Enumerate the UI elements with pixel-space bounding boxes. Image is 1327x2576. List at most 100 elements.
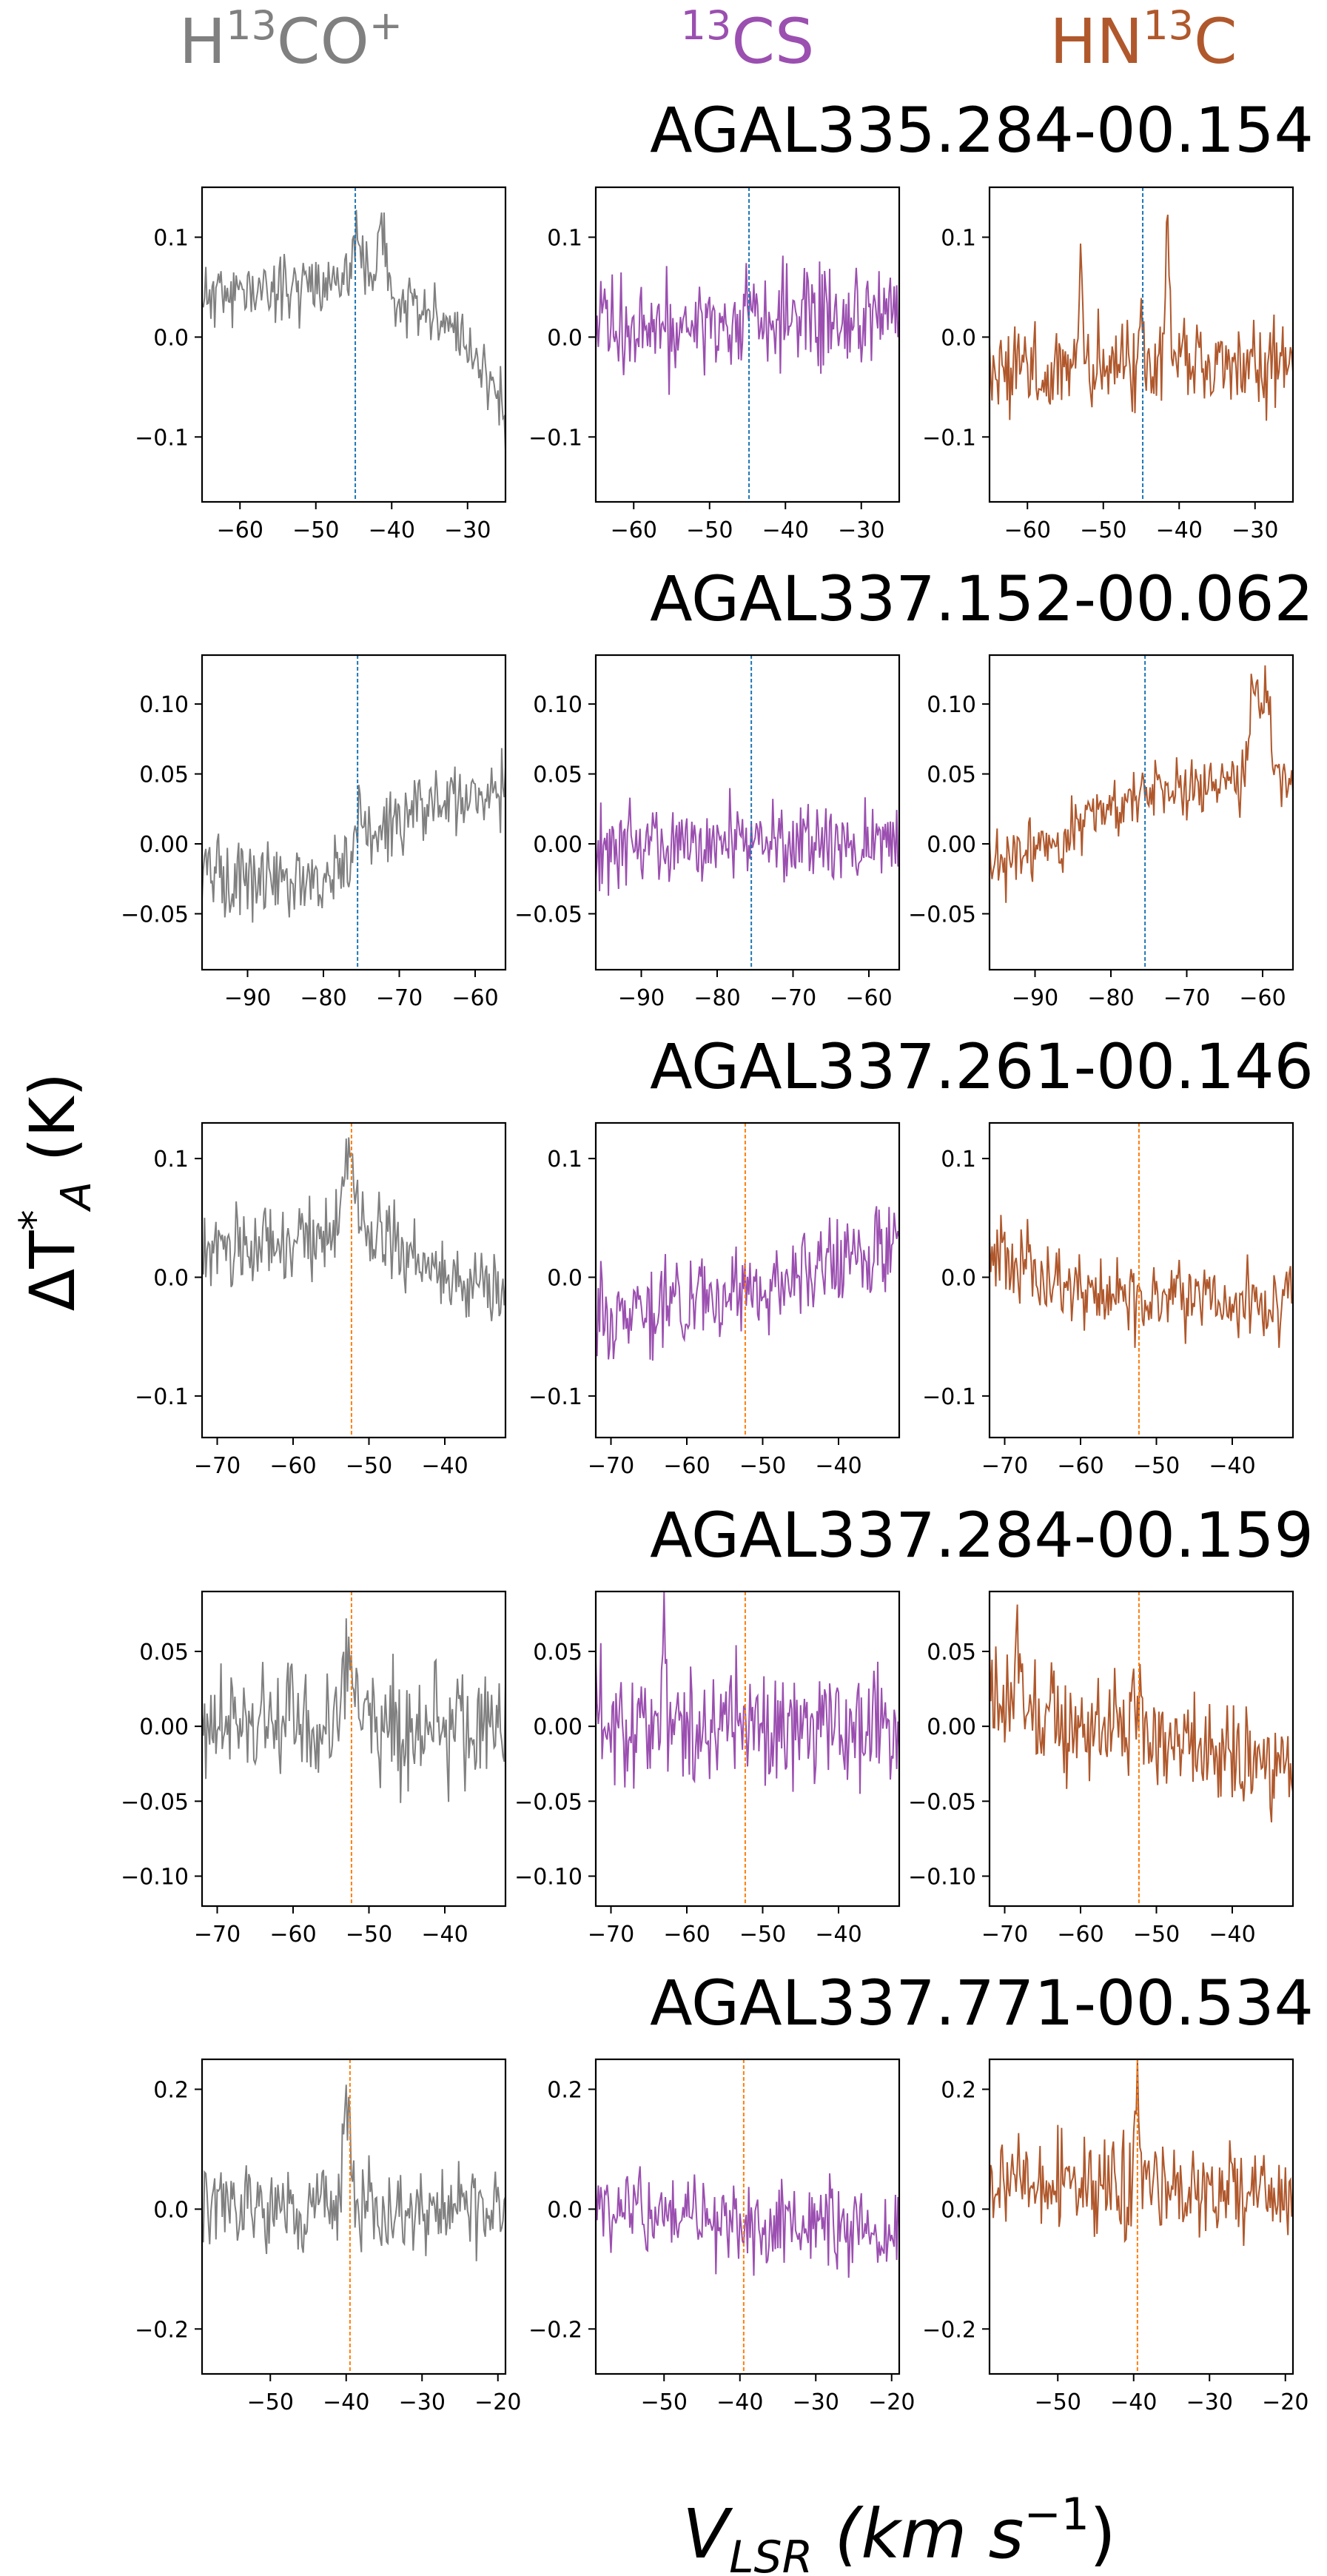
spectrum-line [201, 748, 506, 923]
panel-frame [594, 186, 901, 503]
panel-frame [594, 1590, 901, 1908]
x-tick-label: −70 [1163, 985, 1210, 1011]
x-tick-label: −50 [292, 517, 339, 543]
y-tick-label: 0.05 [927, 762, 976, 788]
spectrum-line [989, 214, 1294, 421]
x-tick-label: −60 [1057, 1922, 1103, 1948]
panel-frame [201, 1121, 507, 1439]
x-tick-label: −50 [346, 1453, 392, 1479]
x-tick-label: −30 [444, 517, 491, 543]
x-tick-label: −90 [224, 985, 271, 1011]
x-tick-label: −30 [793, 2389, 839, 2415]
x-tick-label: −80 [300, 985, 346, 1011]
panel-frame [201, 654, 507, 971]
y-tick-label: −0.1 [528, 425, 582, 451]
x-tick-label: −60 [845, 985, 892, 1011]
y-tick-label: 0.00 [533, 1714, 582, 1740]
x-tick-label: −60 [269, 1922, 316, 1948]
y-tick-label: 0.2 [547, 2077, 582, 2103]
y-tick-label: 0.1 [153, 225, 189, 251]
x-tick-label: −40 [1110, 2389, 1157, 2415]
y-tick-label: 0.1 [941, 225, 976, 251]
panel-frame [988, 2058, 1294, 2375]
x-tick-label: −70 [770, 985, 816, 1011]
x-tick-label: −60 [1004, 517, 1051, 543]
x-tick-label: −60 [217, 517, 263, 543]
x-tick-label: −40 [369, 517, 415, 543]
source-row: AGAL337.261-00.146 −70 −60 −50 −40 0.1 0.0 −0.1… [135, 1030, 1314, 1479]
x-tick-label: −50 [739, 1453, 786, 1479]
x-tick-label: −40 [762, 517, 809, 543]
panel-frame [988, 1590, 1294, 1908]
column-header-h13co: H13CO+ [179, 2, 403, 78]
y-tick-label: 0.0 [941, 325, 976, 351]
y-tick-label: −0.2 [922, 2317, 976, 2343]
y-tick-label: −0.05 [908, 902, 976, 928]
y-tick-label: 0.0 [941, 2197, 976, 2223]
panel-frame [594, 654, 901, 971]
source-row: AGAL337.284-00.159 −70 −60 −50 −40 0.05 0.00 −0… [121, 1499, 1314, 1948]
y-tick-label: −0.1 [922, 1384, 976, 1410]
spectrum-line [201, 2084, 506, 2261]
source-row: AGAL337.771-00.534 −50 −40 −30 −20 0.2 0.0 −0.2… [135, 1967, 1314, 2415]
source-title: AGAL337.152-00.062 [650, 563, 1314, 635]
y-axis-label: ΔT*A (K) [11, 1073, 101, 1311]
spectrum-panel: −60 −50 −40 −30 0.1 0.0 −0.1 [922, 186, 1294, 543]
spectrum-line [595, 1206, 900, 1361]
x-tick-label: −60 [663, 1922, 710, 1948]
source-row: AGAL337.152-00.062 −90 −80 −70 −60 0.10 0.05 0.… [121, 563, 1314, 1011]
x-tick-label: −70 [588, 1922, 634, 1948]
x-tick-label: −50 [346, 1922, 392, 1948]
source-row: AGAL335.284-00.154 −60 −50 −40 −30 0.1 0.0 −0.1… [135, 94, 1314, 543]
x-tick-label: −70 [588, 1453, 634, 1479]
x-tick-label: −40 [716, 2389, 763, 2415]
x-tick-label: −60 [611, 517, 657, 543]
spectrum-line [201, 1618, 506, 1803]
source-title: AGAL337.284-00.159 [650, 1499, 1314, 1572]
spectrum-line [201, 1137, 506, 1321]
x-tick-label: −50 [739, 1922, 786, 1948]
spectra-grid: AGAL335.284-00.154 −60 −50 −40 −30 0.1 0.0 −0.1… [121, 94, 1314, 2415]
spectrum-panel: −70 −60 −50 −40 0.1 0.0 −0.1 [922, 1121, 1294, 1479]
y-tick-label: 0.00 [139, 1714, 189, 1740]
y-tick-label: −0.1 [528, 1384, 582, 1410]
x-tick-label: −90 [1012, 985, 1058, 1011]
x-tick-label: −60 [1239, 985, 1286, 1011]
panel-frame [594, 1121, 901, 1439]
spectrum-line [201, 209, 506, 451]
y-tick-label: −0.05 [908, 1789, 976, 1815]
y-tick-label: 0.00 [927, 832, 976, 858]
y-tick-label: 0.10 [139, 692, 189, 718]
y-tick-label: 0.0 [547, 325, 582, 351]
y-tick-label: 0.00 [139, 832, 189, 858]
x-tick-label: −40 [1156, 517, 1203, 543]
column-header-hn13c: HN13C [1049, 2, 1237, 78]
panel-frame [988, 186, 1294, 503]
x-tick-label: −80 [1087, 985, 1134, 1011]
y-tick-label: 0.05 [927, 1640, 976, 1666]
y-tick-label: 0.05 [139, 1640, 189, 1666]
y-tick-label: −0.10 [908, 1865, 976, 1891]
column-headers: H13CO+ 13CS HN13C [179, 2, 1237, 78]
x-tick-label: −40 [421, 1453, 468, 1479]
y-tick-label: 0.0 [153, 325, 189, 351]
spectrum-panel: −70 −60 −50 −40 0.05 0.00 −0.05 −0.10 [121, 1590, 507, 1948]
spectrum-panel: −50 −40 −30 −20 0.2 0.0 −0.2 [528, 2058, 915, 2415]
spectrum-panel: −50 −40 −30 −20 0.2 0.0 −0.2 [135, 2058, 521, 2415]
y-tick-label: 0.1 [941, 1147, 976, 1173]
y-tick-label: −0.05 [121, 1789, 189, 1815]
x-tick-label: −20 [1262, 2389, 1308, 2415]
y-tick-label: 0.1 [547, 1147, 582, 1173]
spectrum-panel: −60 −50 −40 −30 0.1 0.0 −0.1 [135, 186, 507, 543]
source-title: AGAL335.284-00.154 [650, 94, 1314, 167]
y-tick-label: −0.1 [922, 425, 976, 451]
x-tick-label: −50 [1133, 1453, 1180, 1479]
y-tick-label: −0.05 [121, 902, 189, 928]
x-tick-label: −60 [1057, 1453, 1103, 1479]
y-tick-label: −0.10 [514, 1865, 582, 1891]
panel-frame [988, 1121, 1294, 1439]
spectrum-panel: −70 −60 −50 −40 0.1 0.0 −0.1 [135, 1121, 507, 1479]
spectrum-line [989, 665, 1294, 903]
spectrum-panel: −90 −80 −70 −60 0.10 0.05 0.00 −0.05 [908, 654, 1294, 1011]
